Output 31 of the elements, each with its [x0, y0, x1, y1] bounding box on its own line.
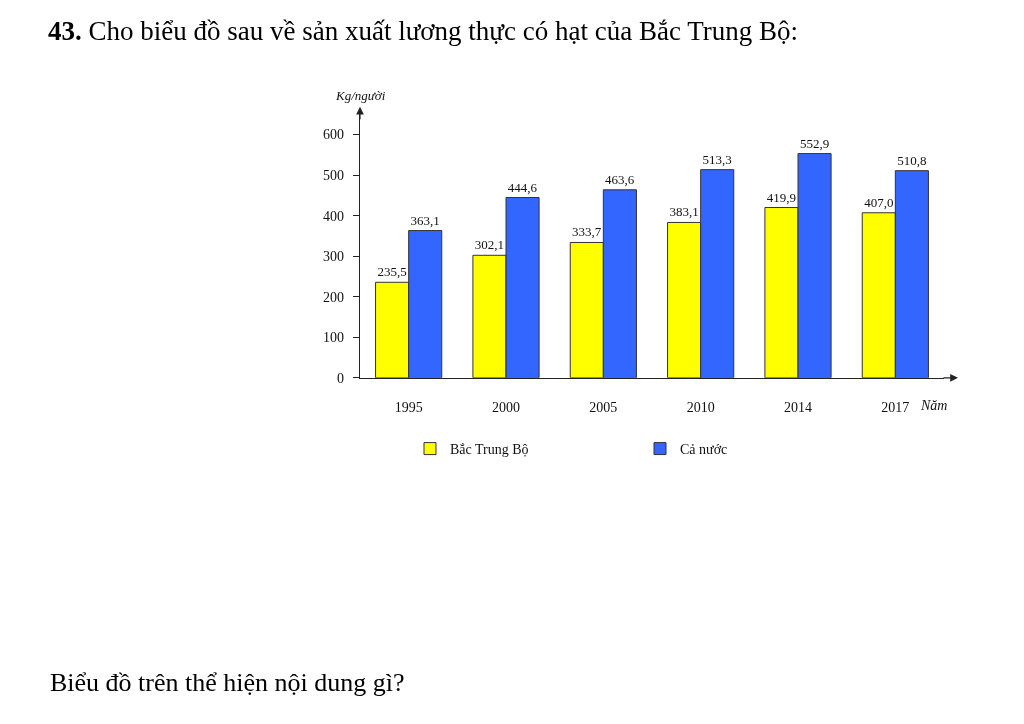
y-tick-label: 600	[323, 127, 345, 143]
data-label: 333,7	[571, 224, 602, 240]
x-tick-label: 2014	[784, 399, 812, 415]
data-label: 383,1	[669, 204, 699, 220]
data-label: 552,9	[799, 135, 830, 151]
data-label: 444,6	[507, 179, 538, 195]
legend-label: Cả nước	[680, 442, 728, 458]
x-tick-label: 1995	[394, 399, 423, 415]
data-label: 463,6	[605, 171, 635, 187]
data-label: 363,1	[410, 212, 440, 228]
y-tick-label: 500	[323, 167, 345, 183]
y-tick-label: 300	[323, 249, 345, 265]
y-tick-label: 200	[323, 289, 345, 305]
chart-title: 43. Cho biểu đồ sau về sản xuất lương thực có hạt của Bắc Trung Bộ:	[48, 16, 798, 47]
x-tick-label: 2000	[492, 399, 520, 415]
legend-label: Bắc Trung Bộ	[450, 442, 529, 458]
data-label: 513,3	[702, 151, 732, 167]
text: Biểu đồ trên thể hiện nội dung gì?	[50, 668, 405, 697]
y-tick-label: 400	[323, 208, 345, 224]
data-label: 419,9	[766, 189, 797, 205]
data-label: 302,1	[474, 237, 505, 253]
x-tick-label: 2017	[881, 399, 910, 415]
x-axis-title: Năm	[920, 398, 948, 413]
data-label: 235,5	[377, 264, 407, 280]
data-label: 407,0	[864, 194, 894, 210]
y-tick-label: 100	[323, 330, 345, 346]
x-tick-label: 2010	[686, 399, 715, 415]
data-label: 510,8	[897, 152, 927, 168]
y-axis-title: Kg/người	[335, 88, 386, 103]
x-tick-label: 2005	[589, 399, 618, 415]
y-tick-label: 0	[337, 370, 345, 386]
